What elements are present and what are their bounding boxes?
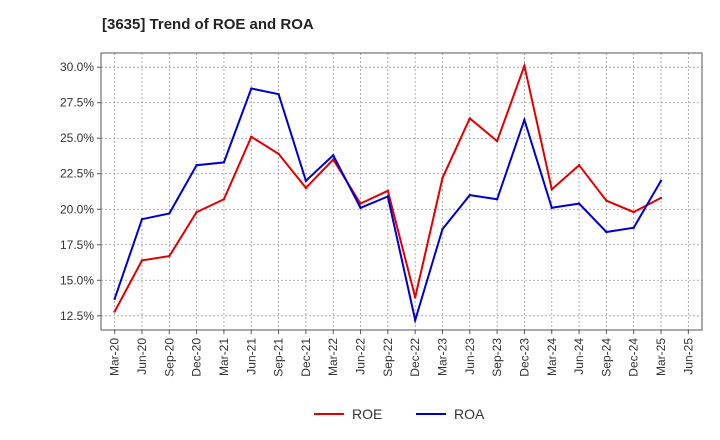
data-point-roa: [222, 161, 226, 164]
y-tick-label: 17.5%: [60, 238, 94, 252]
y-tick-label: 25.0%: [60, 131, 94, 145]
x-tick-label: Mar-21: [217, 338, 231, 376]
legend-label-roe: ROE: [352, 406, 382, 422]
y-tick-label: 12.5%: [60, 309, 94, 323]
data-point-roe: [577, 164, 581, 167]
data-point-roe: [441, 176, 444, 180]
data-point-roe: [250, 135, 253, 139]
data-point-roa: [605, 230, 608, 234]
data-point-roa: [277, 92, 280, 96]
y-tick-label: 15.0%: [60, 273, 94, 287]
x-tick-label: Mar-24: [545, 338, 559, 376]
x-tick-label: Dec-23: [517, 338, 531, 377]
data-point-roa: [523, 118, 526, 121]
data-point-roa: [468, 193, 471, 197]
x-tick-label: Jun-20: [135, 338, 149, 375]
data-point-roa: [332, 154, 335, 157]
data-point-roe: [168, 254, 171, 258]
data-point-roa: [304, 179, 308, 183]
data-point-roa: [359, 206, 362, 210]
data-point-roa: [495, 198, 499, 201]
x-tick-label: Mar-23: [435, 338, 449, 376]
data-point-roe: [277, 152, 280, 156]
x-tick-label: Sep-22: [381, 338, 395, 377]
x-tick-label: Sep-21: [272, 338, 286, 377]
data-point-roa: [250, 87, 253, 90]
data-point-roa: [140, 218, 144, 221]
y-tick-label: 22.5%: [60, 167, 94, 181]
data-point-roe: [222, 198, 226, 201]
data-point-roa: [113, 297, 116, 300]
x-tick-label: Dec-22: [408, 338, 422, 377]
data-point-roa: [632, 226, 635, 229]
data-point-roa: [386, 195, 390, 198]
data-point-roa: [441, 227, 444, 231]
data-point-roe: [195, 210, 198, 214]
x-tick-label: Sep-24: [599, 338, 613, 377]
grid: [101, 53, 702, 330]
data-point-roa: [577, 202, 581, 205]
data-point-roe: [113, 310, 116, 313]
data-point-roa: [195, 164, 198, 167]
plot-frame: [100, 52, 703, 331]
data-point-roe: [386, 189, 390, 192]
y-tick-label: 20.0%: [60, 202, 94, 216]
x-tick-label: Mar-22: [326, 338, 340, 376]
data-point-roe: [523, 64, 526, 67]
data-point-roe: [550, 188, 553, 191]
data-point-roa: [659, 179, 663, 183]
x-tick-label: Sep-20: [162, 338, 176, 377]
x-tick-label: Jun-22: [354, 338, 368, 375]
data-point-roe: [605, 199, 608, 202]
data-point-roe: [304, 186, 308, 190]
legend-label-roa: ROA: [454, 406, 485, 422]
x-tick-label: Mar-20: [108, 338, 122, 376]
x-axis-ticks: Mar-20 Jun-20 Sep-20 Dec-20 Mar-21 Jun-21 Sep-…: [108, 330, 695, 377]
x-tick-label: Jun-24: [572, 338, 586, 375]
x-tick-label: Dec-20: [190, 338, 204, 377]
x-tick-label: Jun-25: [681, 338, 695, 375]
x-tick-label: Dec-24: [627, 338, 641, 377]
x-tick-label: Jun-23: [463, 338, 477, 375]
data-point-roa: [413, 318, 417, 322]
data-point-roe: [332, 158, 335, 161]
y-tick-label: 30.0%: [60, 60, 94, 74]
y-axis-ticks: 12.5% 15.0% 17.5% 20.0% 22.5% 25.0% 27.5% 30.0%: [60, 60, 101, 323]
data-point-roe: [468, 117, 471, 120]
chart-title: [3635] Trend of ROE and ROA: [102, 16, 314, 33]
data-point-roe: [359, 202, 362, 205]
x-tick-label: Jun-21: [244, 338, 258, 375]
data-point-roa: [550, 206, 553, 210]
data-point-roe: [495, 139, 499, 143]
y-tick-label: 27.5%: [60, 96, 94, 110]
x-tick-label: Dec-21: [299, 338, 313, 377]
legend: ROE ROA: [314, 406, 485, 422]
x-tick-label: Sep-23: [490, 338, 504, 377]
x-tick-label: Mar-25: [654, 338, 668, 376]
data-point-roa: [168, 212, 171, 215]
data-point-roe: [659, 196, 663, 200]
series-lines: [113, 62, 663, 325]
data-point-roe: [140, 259, 144, 262]
data-point-roe: [413, 296, 417, 299]
data-point-roe: [632, 210, 635, 214]
